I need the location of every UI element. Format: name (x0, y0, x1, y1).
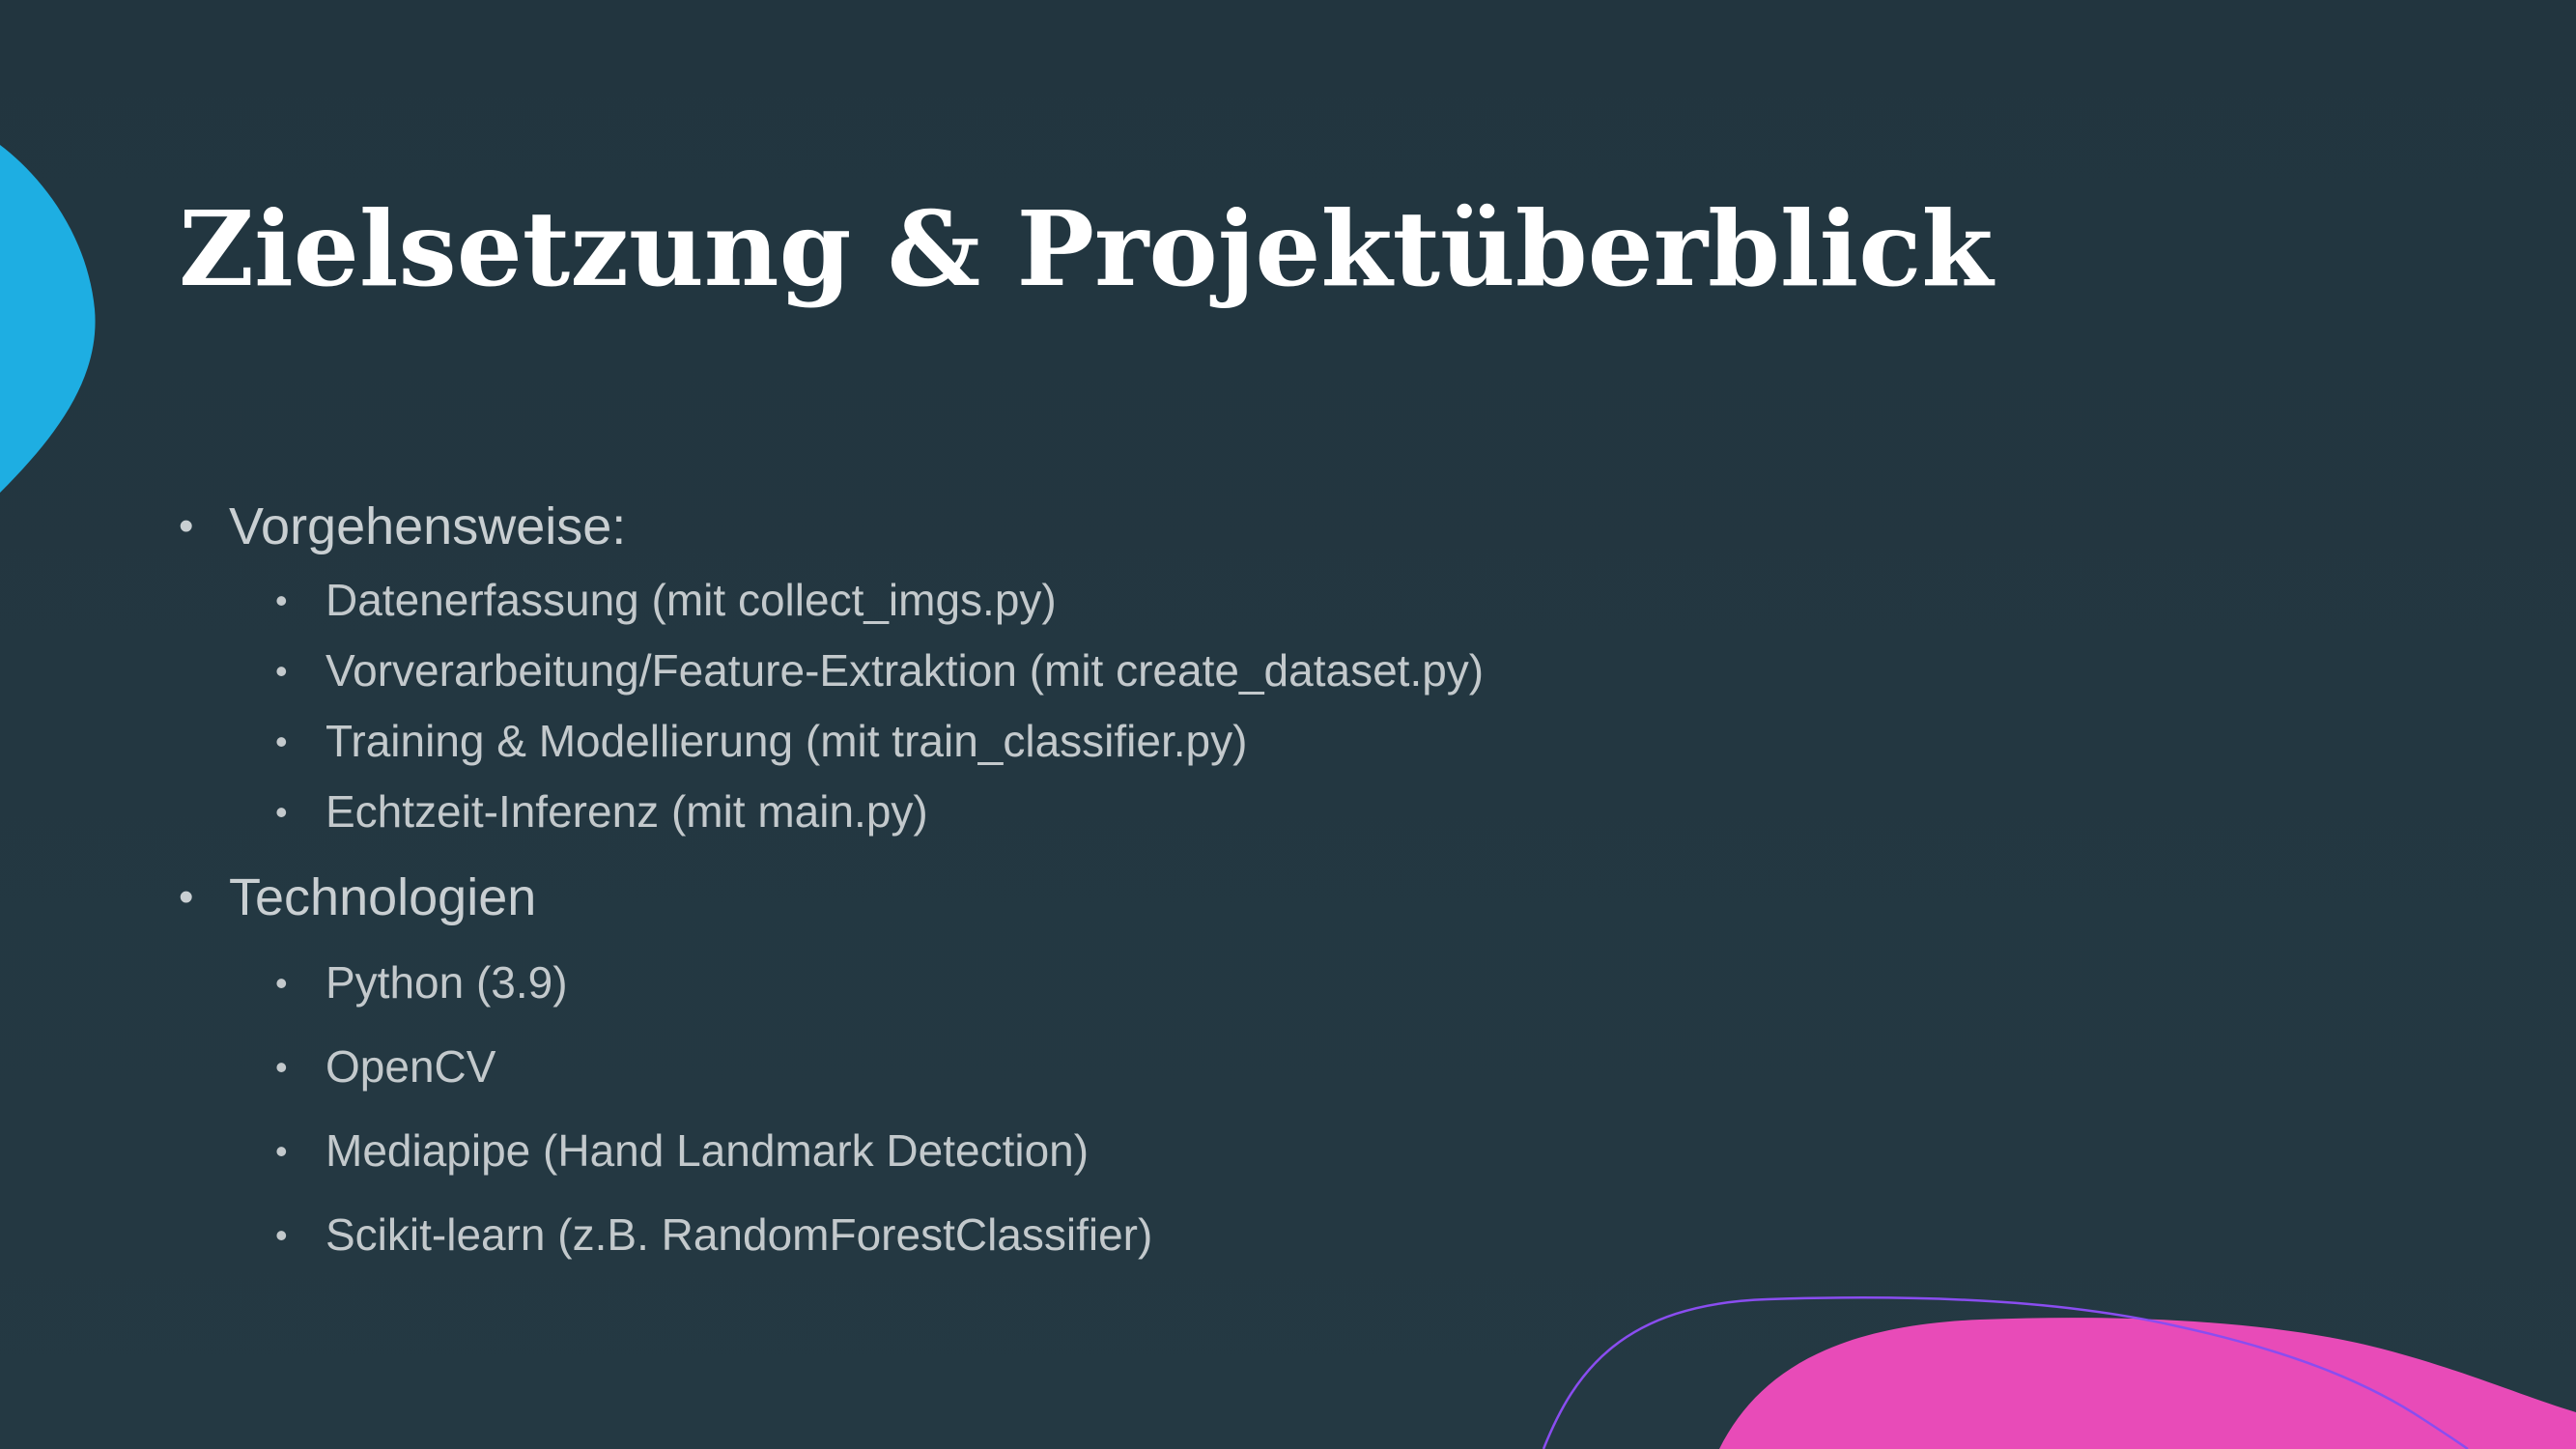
pink-blob-shape (1719, 1318, 2576, 1449)
list-item: Training & Modellierung (mit train_class… (275, 706, 2304, 777)
vorgehensweise-list: Datenerfassung (mit collect_imgs.py) Vor… (275, 565, 2304, 847)
technologien-list: Python (3.9) OpenCV Mediapipe (Hand Land… (275, 941, 2304, 1277)
list-item: Datenerfassung (mit collect_imgs.py) (275, 565, 2304, 636)
slide-content: Vorgehensweise: Datenerfassung (mit coll… (179, 488, 2304, 1277)
bullet-technologien: Technologien (179, 859, 2304, 936)
list-item: Mediapipe (Hand Landmark Detection) (275, 1109, 2304, 1193)
list-item: Scikit-learn (z.B. RandomForestClassifie… (275, 1193, 2304, 1277)
bullet-vorgehensweise: Vorgehensweise: (179, 488, 2304, 565)
list-item: Python (3.9) (275, 941, 2304, 1025)
list-item: OpenCV (275, 1025, 2304, 1109)
list-item: Vorverarbeitung/Feature-Extraktion (mit … (275, 636, 2304, 706)
list-item: Echtzeit-Inferenz (mit main.py) (275, 777, 2304, 847)
slide-title: Zielsetzung & Projektüberblick (179, 189, 1994, 310)
purple-curve-line (1542, 1296, 2469, 1449)
blue-blob-shape (0, 145, 96, 493)
